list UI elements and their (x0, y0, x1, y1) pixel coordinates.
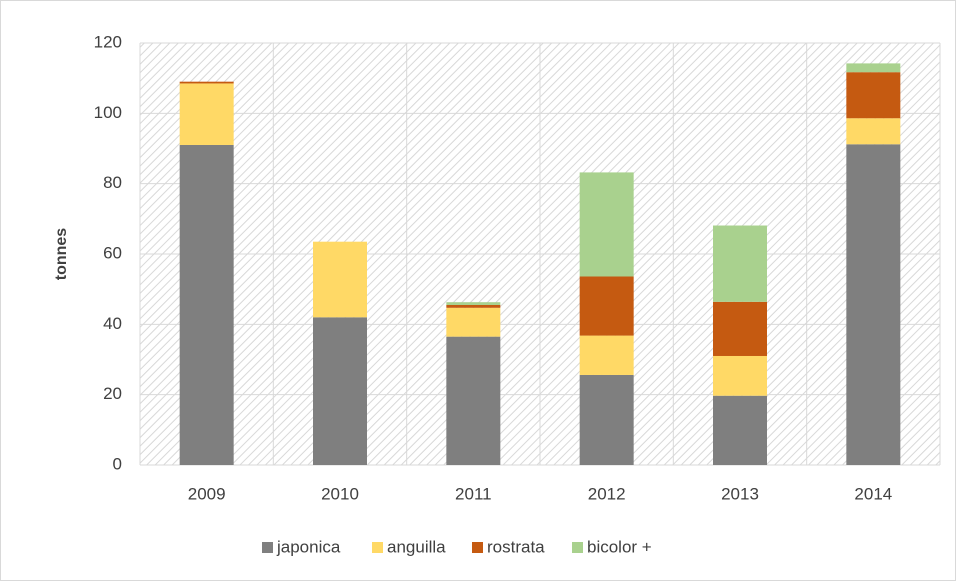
bar-segment (313, 241, 367, 318)
y-axis-label: tonnes (53, 228, 70, 281)
bar-segment (446, 336, 501, 465)
bar-segment (713, 355, 767, 396)
legend-label: rostrata (487, 537, 545, 556)
x-tick-label: 2012 (588, 484, 626, 503)
legend-swatch (262, 542, 273, 553)
legend-label: bicolor + (587, 537, 652, 556)
y-tick-label: 120 (94, 32, 122, 51)
bar-segment (713, 395, 767, 465)
y-tick-label: 40 (103, 314, 122, 333)
bar-segment (446, 302, 501, 305)
legend-label: anguilla (387, 537, 446, 556)
y-tick-label: 100 (94, 103, 122, 122)
y-tick-label: 80 (103, 173, 122, 192)
bar-segment (446, 307, 501, 337)
bar-segment (446, 304, 501, 308)
legend-label: japonica (276, 537, 341, 556)
x-tick-label: 2009 (188, 484, 226, 503)
bar-segment (846, 72, 901, 119)
bar-segment (846, 63, 901, 73)
bar-segment (579, 276, 634, 336)
x-tick-label: 2010 (321, 484, 359, 503)
bar-segment (579, 172, 634, 277)
legend-swatch (572, 542, 583, 553)
bar-segment (579, 374, 634, 465)
x-tick-label: 2013 (721, 484, 759, 503)
bar-segment (179, 144, 234, 465)
x-tick-label: 2011 (455, 484, 492, 503)
bar-segment (179, 81, 234, 84)
bar-segment (713, 301, 767, 356)
bar-segment (713, 225, 767, 302)
x-tick-label: 2014 (854, 484, 892, 503)
legend-swatch (472, 542, 483, 553)
bar-segment (179, 83, 234, 145)
legend-swatch (372, 542, 383, 553)
y-tick-label: 60 (103, 243, 122, 262)
bar-segment (846, 118, 901, 145)
bar-segment (579, 335, 634, 375)
bar-segment (313, 317, 367, 465)
y-tick-label: 0 (113, 454, 122, 473)
bar-segment (846, 144, 901, 465)
y-tick-label: 20 (103, 384, 122, 403)
